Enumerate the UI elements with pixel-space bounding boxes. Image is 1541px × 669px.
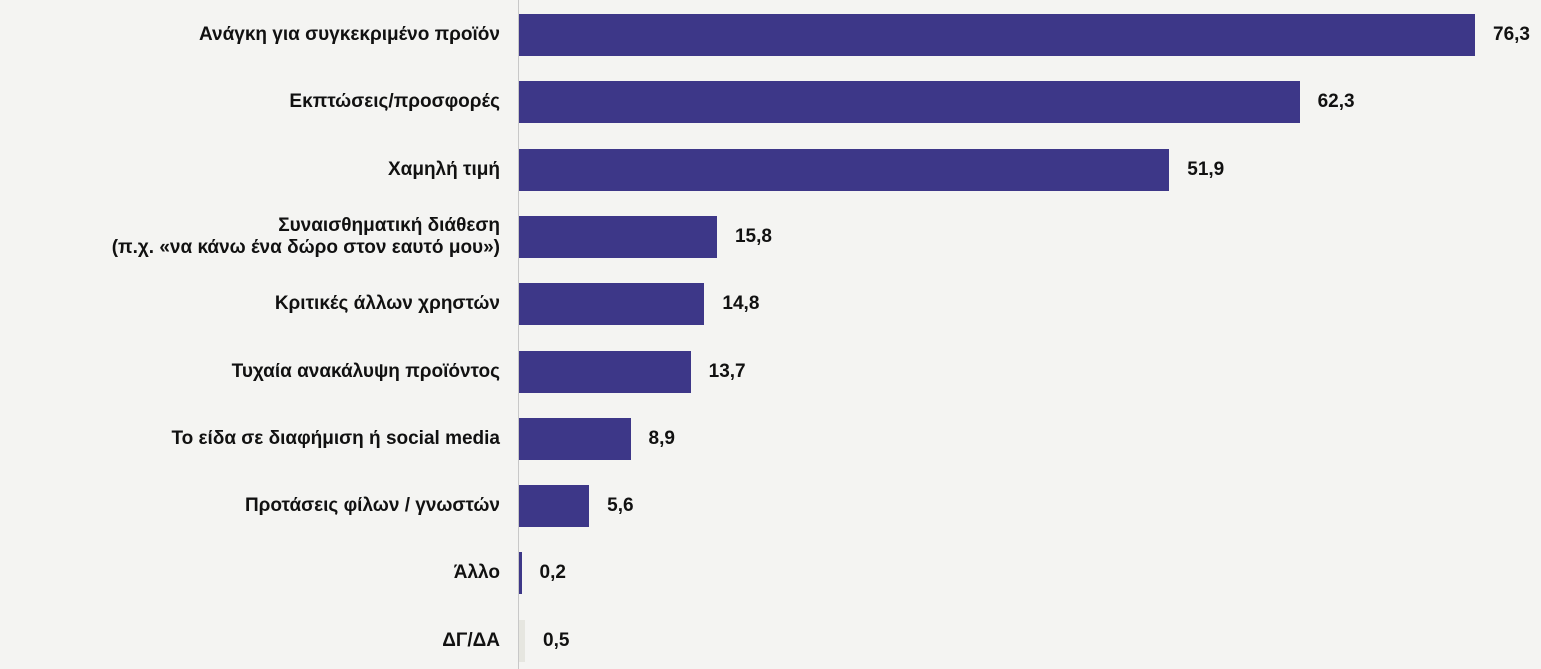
bar: [519, 14, 1475, 56]
bar: [519, 148, 1170, 191]
category-label: Συναισθηματική διάθεση (π.χ. «να κάνω ένα…: [112, 215, 500, 259]
category-label: ΔΓ/ΔΑ: [442, 630, 500, 652]
category-label-line: Το είδα σε διαφήμιση ή social media: [171, 427, 500, 449]
category-label-line: Άλλο: [453, 562, 500, 584]
category-label-line: ΔΓ/ΔΑ: [442, 629, 500, 651]
value-label: 13,7: [708, 360, 746, 382]
value-label: 14,8: [722, 293, 760, 315]
category-label-line: Ανάγκη για συγκεκριμένο προϊόν: [199, 24, 500, 45]
category-label-line: Τυχαία ανακάλυψη προϊόντος: [231, 360, 500, 382]
category-label: Εκπτώσεις/προσφορές: [289, 91, 500, 113]
category-label: Κριτικές άλλων χρηστών: [275, 293, 500, 315]
value-label: 0,2: [539, 562, 566, 584]
category-label: Ανάγκη για συγκεκριμένο προϊόν: [199, 24, 500, 46]
category-label-line: Συναισθηματική διάθεση: [278, 214, 500, 236]
value-label: 8,9: [648, 427, 675, 449]
bar: [519, 552, 522, 595]
category-label-line: Χαμηλή τιμή: [387, 158, 500, 180]
bar: [519, 81, 1300, 124]
value-label: 76,3: [1493, 24, 1530, 45]
value-label: 51,9: [1187, 158, 1225, 180]
category-label: Το είδα σε διαφήμιση ή social media: [171, 428, 500, 450]
category-label-line: Κριτικές άλλων χρηστών: [274, 293, 500, 315]
category-label: Άλλο: [454, 562, 500, 584]
value-label: 62,3: [1317, 91, 1355, 113]
bar: [519, 619, 525, 662]
bar: [519, 417, 631, 460]
bar: [519, 283, 705, 326]
value-label: 15,8: [734, 225, 772, 247]
bar: [519, 485, 590, 528]
category-axis-line: [518, 0, 519, 669]
category-label-line: Προτάσεις φίλων / γνωστών: [244, 495, 500, 517]
category-label: Προτάσεις φίλων / γνωστών: [245, 495, 500, 517]
category-label-line: Εκπτώσεις/προσφορές: [289, 91, 500, 113]
category-label: Χαμηλή τιμή: [388, 159, 500, 181]
bar: [519, 350, 691, 393]
bar: [519, 215, 717, 258]
value-label: 5,6: [607, 495, 634, 517]
category-label: Τυχαία ανακάλυψη προϊόντος: [232, 361, 500, 383]
value-label: 0,5: [543, 629, 570, 651]
category-label-line: (π.χ. «να κάνω ένα δώρο στον εαυτό μου»): [111, 236, 500, 258]
